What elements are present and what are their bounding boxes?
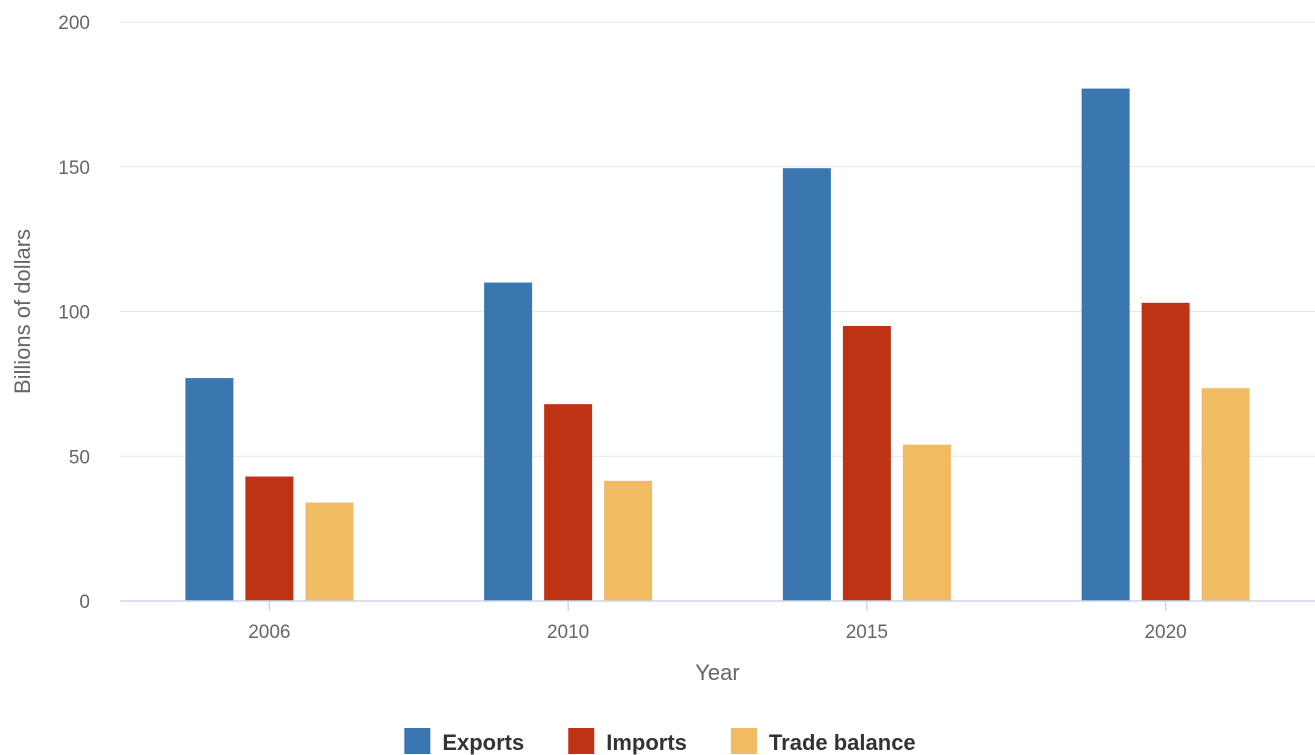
legend-item-exports[interactable]: Exports: [404, 728, 524, 755]
bar-trade-balance-2006: [305, 502, 354, 601]
bar-trade-balance-2020: [1201, 388, 1250, 601]
x-tick-label: 2006: [248, 622, 290, 643]
bar-imports-2015: [842, 325, 891, 601]
y-tick-label: 0: [79, 592, 90, 613]
y-tick-label: 50: [69, 447, 90, 468]
y-axis-title: Billions of dollars: [10, 229, 35, 394]
bar-imports-2020: [1141, 302, 1190, 601]
x-axis-ticks: 2006 2010 2015 2020: [248, 601, 1187, 643]
bar-trade-balance-2010: [604, 480, 653, 601]
legend-label: Trade balance: [769, 730, 916, 755]
bars: [185, 88, 1250, 601]
x-tick-label: 2010: [547, 622, 589, 643]
y-tick-label: 100: [58, 303, 90, 324]
bar-imports-2010: [544, 404, 593, 601]
bar-exports-2010: [484, 282, 533, 601]
bar-exports-2006: [185, 378, 234, 601]
legend-label: Exports: [442, 730, 524, 755]
y-axis-ticks: 0 50 100 150 200: [58, 13, 90, 613]
bar-trade-balance-2015: [902, 444, 951, 601]
y-tick-label: 200: [58, 13, 90, 34]
legend-swatch: [404, 728, 431, 754]
legend-item-imports[interactable]: Imports: [568, 728, 687, 755]
gridlines: [120, 21, 1315, 457]
x-tick-label: 2015: [846, 622, 888, 643]
bar-imports-2006: [245, 476, 294, 601]
legend-swatch: [730, 728, 757, 754]
legend-item-trade-balance[interactable]: Trade balance: [730, 728, 916, 755]
y-tick-label: 150: [58, 158, 90, 179]
legend-label: Imports: [606, 730, 687, 755]
legend: Exports Imports Trade balance: [404, 728, 916, 755]
x-tick-label: 2020: [1144, 622, 1186, 643]
x-axis-title: Year: [695, 660, 739, 685]
bar-exports-2020: [1081, 88, 1130, 601]
bar-exports-2015: [782, 168, 831, 601]
legend-swatch: [568, 728, 595, 754]
